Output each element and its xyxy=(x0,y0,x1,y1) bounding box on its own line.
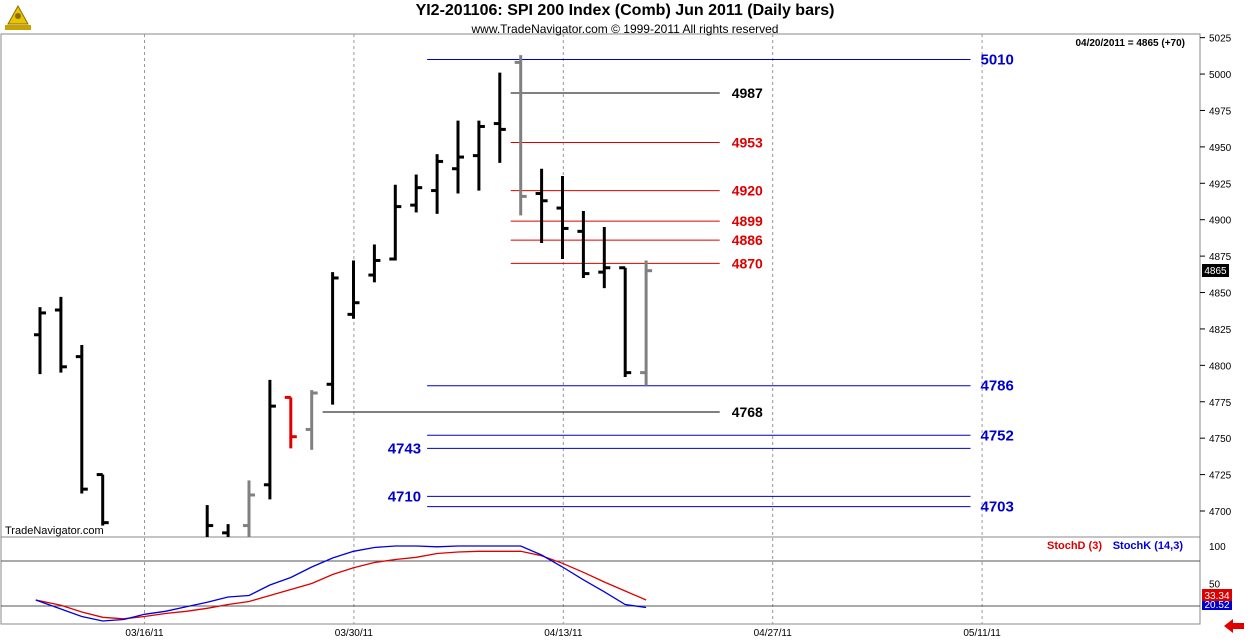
ohlc-bar xyxy=(368,244,381,283)
level-lines: 5010 4987 4953 4920 4899 4886 4870 4786 4768 4752… xyxy=(322,51,1014,516)
level-label-4870: 4870 xyxy=(732,255,763,271)
level-label-4920: 4920 xyxy=(732,183,763,199)
ohlc-bar xyxy=(75,344,88,494)
legend-stoch-k: StochK (14,3) xyxy=(1113,540,1184,552)
ohlc-bar xyxy=(598,226,611,289)
level-label-4768: 4768 xyxy=(732,404,763,420)
stoch-d-tag-bg xyxy=(1202,589,1232,601)
stoch-y-tick-label: 50 xyxy=(1209,580,1221,591)
x-tick-label: 03/16/11 xyxy=(125,628,164,639)
ohlc-bar xyxy=(452,120,464,194)
ohlc-bar xyxy=(389,184,402,261)
axis-labels: 03/16/11 03/30/11 04/13/11 04/27/11 05/11/11… xyxy=(125,34,1231,639)
ohlc-bar xyxy=(284,395,297,449)
last-bar-readout: 04/20/2011 = 4865 (+70) xyxy=(1075,38,1185,49)
ohlc-bar xyxy=(305,390,318,450)
ohlc-bar xyxy=(205,505,214,537)
ohlc-bar xyxy=(263,379,276,500)
ohlc-bar xyxy=(34,307,46,375)
y-tick-label: 4900 xyxy=(1209,216,1232,227)
y-tick-label: 5000 xyxy=(1209,70,1232,81)
y-tick-label: 5025 xyxy=(1209,34,1232,45)
stoch-d-tag: 33.34 xyxy=(1204,591,1229,602)
ohlc-bar xyxy=(96,473,109,526)
price-panel-frame xyxy=(0,33,1201,538)
level-label-4710: 4710 xyxy=(388,488,421,505)
level-label-4743: 4743 xyxy=(388,440,421,457)
level-label-4703: 4703 xyxy=(981,499,1014,516)
ohlc-bar xyxy=(410,174,423,213)
price-bars xyxy=(34,55,653,537)
grid-layer xyxy=(1,34,1200,624)
ohlc-bar xyxy=(243,480,255,537)
ohlc-bar xyxy=(347,260,360,319)
x-tick-label: 03/30/11 xyxy=(335,628,374,639)
y-tick-label: 4975 xyxy=(1209,106,1232,117)
ohlc-bar xyxy=(222,524,230,537)
ohlc-bar xyxy=(535,168,548,244)
level-label-4987: 4987 xyxy=(732,85,763,101)
ohlc-bar xyxy=(577,210,590,278)
y-tick-label: 4925 xyxy=(1209,179,1232,190)
level-label-4899: 4899 xyxy=(732,213,763,229)
level-label-4886: 4886 xyxy=(732,232,763,248)
trade-navigator-logo-icon[interactable] xyxy=(3,3,33,33)
watermark: TradeNavigator.com xyxy=(5,525,104,537)
stoch-k-line xyxy=(35,545,647,622)
y-tick-label: 4800 xyxy=(1209,361,1232,372)
level-label-4752: 4752 xyxy=(981,427,1014,444)
ohlc-bar xyxy=(472,120,485,191)
stoch-k-tag: 20.52 xyxy=(1204,600,1229,611)
stoch-y-tick-label: 100 xyxy=(1209,542,1226,553)
ohlc-bar xyxy=(431,154,444,214)
ohlc-bar xyxy=(326,272,339,405)
legend-stoch-d: StochD (3) xyxy=(1047,540,1102,552)
ohlc-bar xyxy=(493,72,506,163)
level-label-4953: 4953 xyxy=(732,135,763,151)
level-label-4786: 4786 xyxy=(981,378,1014,395)
ohlc-bar xyxy=(514,55,527,216)
y-tick-label: 4875 xyxy=(1209,252,1232,263)
y-tick-label: 4775 xyxy=(1209,398,1232,409)
price-tag: 4865 xyxy=(1204,266,1227,277)
y-tick-label: 4725 xyxy=(1209,471,1232,482)
x-tick-label: 05/11/11 xyxy=(963,628,1001,639)
red-left-arrow-icon[interactable] xyxy=(1222,614,1246,638)
x-tick-label: 04/13/11 xyxy=(544,628,583,639)
stochastic-lines xyxy=(35,545,647,622)
price-tag-bg xyxy=(1202,264,1229,277)
ohlc-bar xyxy=(54,296,67,373)
ohlc-bar xyxy=(556,176,569,260)
y-tick-label: 4700 xyxy=(1209,507,1232,518)
ohlc-bar xyxy=(640,260,653,386)
chart-title: YI2-201106: SPI 200 Index (Comb) Jun 201… xyxy=(415,2,835,19)
ohlc-bar xyxy=(619,266,632,378)
y-tick-label: 4850 xyxy=(1209,289,1232,300)
y-tick-label: 4950 xyxy=(1209,143,1232,154)
x-tick-label: 04/27/11 xyxy=(754,628,793,639)
y-tick-label: 4825 xyxy=(1209,325,1232,336)
y-tick-label: 4750 xyxy=(1209,434,1232,445)
chart-subtitle: www.TradeNavigator.com © 1999-2011 All r… xyxy=(471,22,779,36)
level-label-5010: 5010 xyxy=(981,51,1014,68)
